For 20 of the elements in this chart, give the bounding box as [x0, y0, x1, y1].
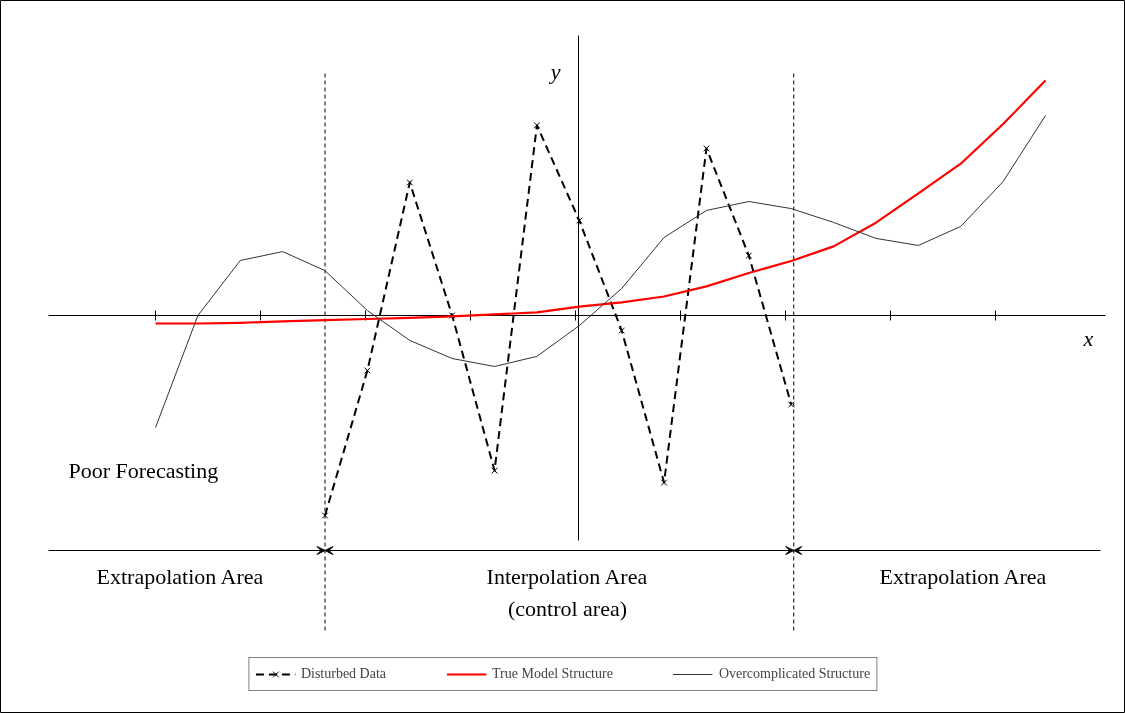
point: [618, 327, 626, 334]
point: [745, 252, 753, 259]
point: [321, 512, 329, 519]
point: [491, 467, 498, 474]
point: [406, 179, 414, 186]
point: [787, 401, 795, 408]
legend-label: Disturbed Data: [300, 666, 387, 682]
point: [575, 217, 583, 224]
text: Interpolation Area (control area): [486, 563, 648, 621]
text: Extrapolation Area: [879, 563, 1047, 589]
legend-label: Overcomplicated Structure: [718, 666, 871, 682]
legend-label: True Model Structure: [492, 666, 613, 682]
point: [364, 367, 371, 374]
x-axis-title: x: [1082, 325, 1094, 351]
point: [703, 145, 710, 152]
point: [533, 122, 541, 129]
point: [660, 479, 668, 486]
y-axis-title: y: [548, 58, 561, 84]
text: Extrapolation Area: [96, 563, 264, 589]
annotation: Poor Forecasting: [68, 458, 219, 483]
